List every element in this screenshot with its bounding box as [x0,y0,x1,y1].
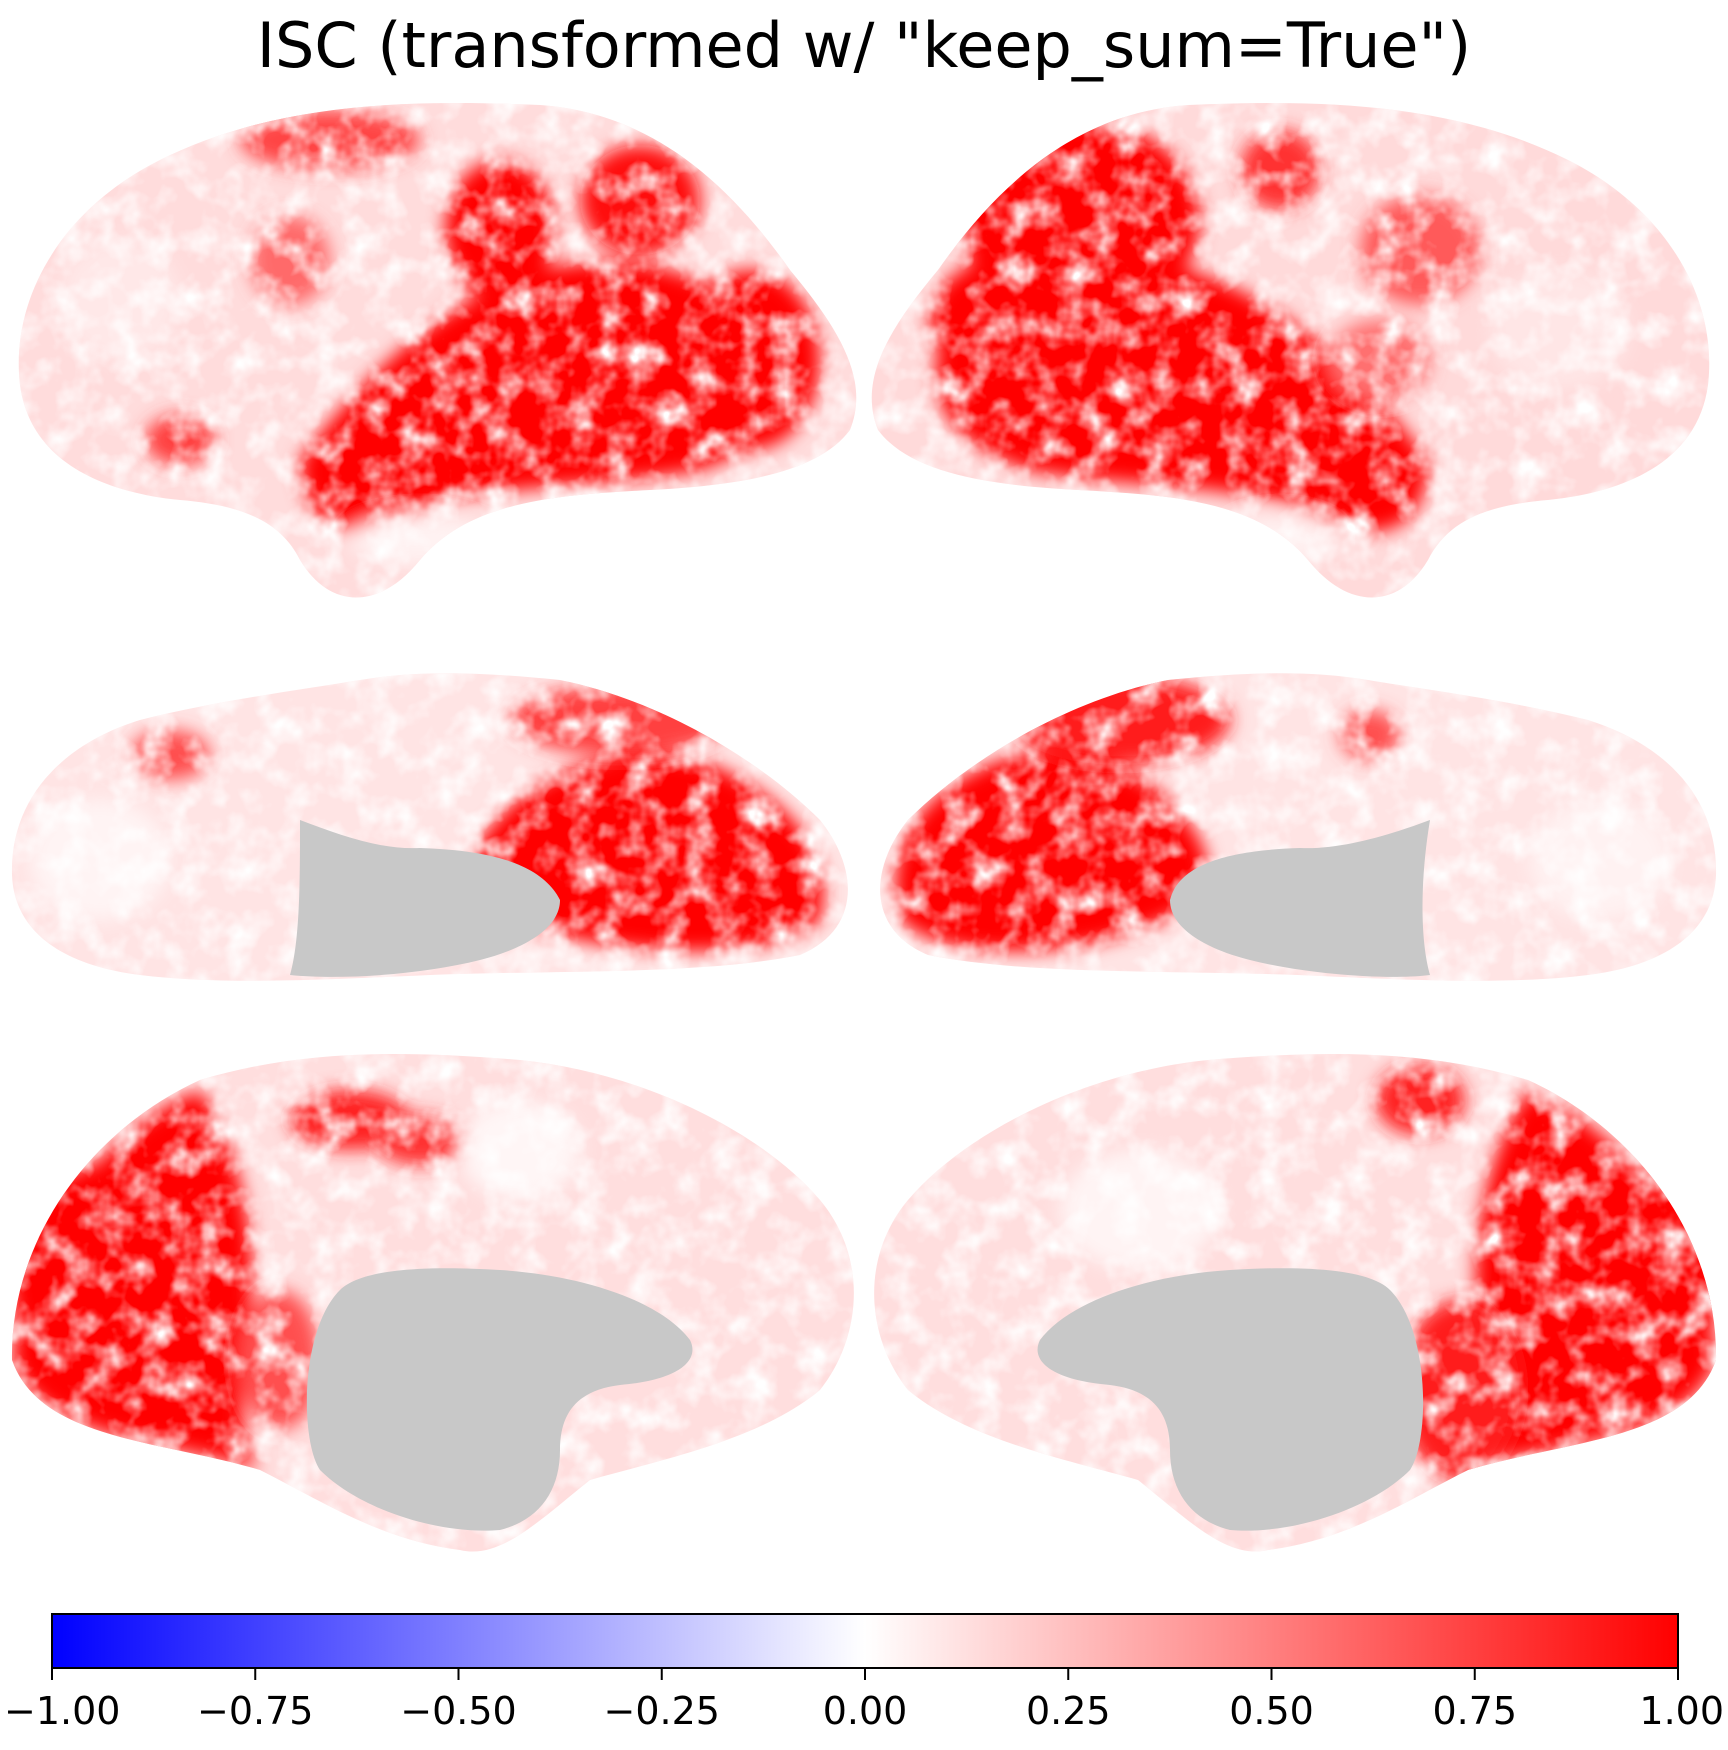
brain-surface-views [11,103,1717,1552]
colorbar-tick-label: 0.75 [1432,1689,1517,1733]
colorbar-tick-label: −1.00 [4,1689,120,1733]
colorbar-tick-label: −0.50 [400,1689,516,1733]
colorbar-tick-label: −0.75 [197,1689,313,1733]
colorbar-ticks: −1.00 −0.75 −0.50 −0.25 0.00 0.25 0.50 0.75 1.00 [4,1668,1724,1733]
colorbar-tick-label: 0.50 [1229,1689,1314,1733]
right-ventral-view [880,673,1717,981]
figure-title: ISC (transformed w/ "keep_sum=True") [256,9,1472,82]
colorbar-tick-label: −0.25 [604,1689,720,1733]
colorbar-gradient [51,1613,1679,1669]
colorbar-tick-label: 0.25 [1026,1689,1111,1733]
colorbar-tick-label: 1.00 [1639,1689,1724,1733]
colorbar-tick-label: 0.00 [823,1689,908,1733]
